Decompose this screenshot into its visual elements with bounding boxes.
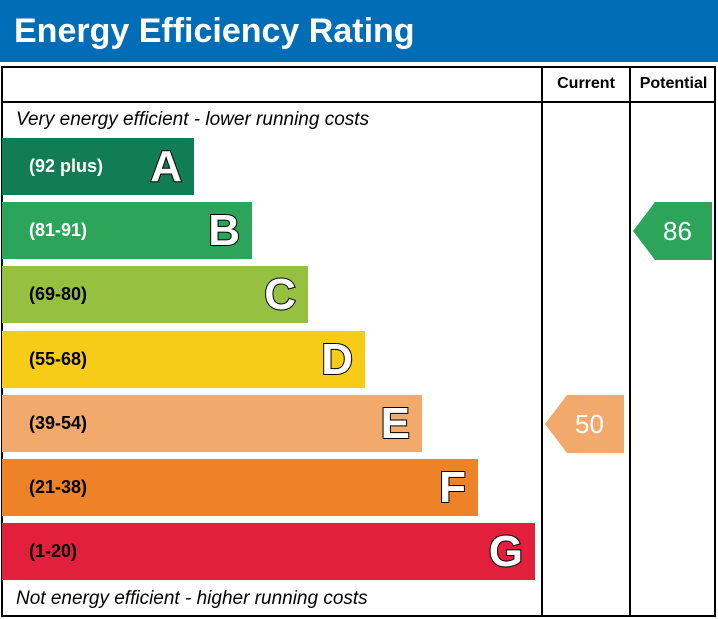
column-divider (541, 66, 543, 617)
band-f: (21-38) F (2, 459, 478, 516)
band-letter: F (438, 462, 467, 513)
band-range: (39-54) (29, 413, 88, 433)
band-letter: B (207, 205, 241, 256)
page-title: Energy Efficiency Rating (0, 0, 718, 62)
band-range: (1-20) (29, 541, 78, 561)
column-divider (629, 66, 631, 617)
current-column-header: Current (557, 75, 615, 92)
band-letter: A (149, 141, 183, 192)
band-g: (1-20) G (2, 523, 535, 580)
header-divider (1, 101, 716, 103)
bottom-note: Not energy efficient - higher running co… (16, 588, 368, 609)
band-range: (21-38) (29, 477, 88, 497)
potential-column-header: Potential (639, 75, 708, 92)
band-e: (39-54) E (2, 395, 422, 452)
band-a: (92 plus) A (2, 138, 194, 195)
band-d: (55-68) D (2, 331, 365, 388)
band-range: (55-68) (29, 349, 88, 369)
band-letter: G (488, 526, 524, 577)
band-c: (69-80) C (2, 266, 308, 323)
band-letter: D (320, 334, 354, 385)
band-letter: E (380, 398, 411, 449)
band-range: (81-91) (29, 220, 88, 240)
band-range: (69-80) (29, 284, 88, 304)
band-range: (92 plus) (29, 156, 104, 176)
band-letter: C (263, 269, 297, 320)
band-b: (81-91) B (2, 202, 252, 259)
top-note: Very energy efficient - lower running co… (16, 109, 370, 130)
